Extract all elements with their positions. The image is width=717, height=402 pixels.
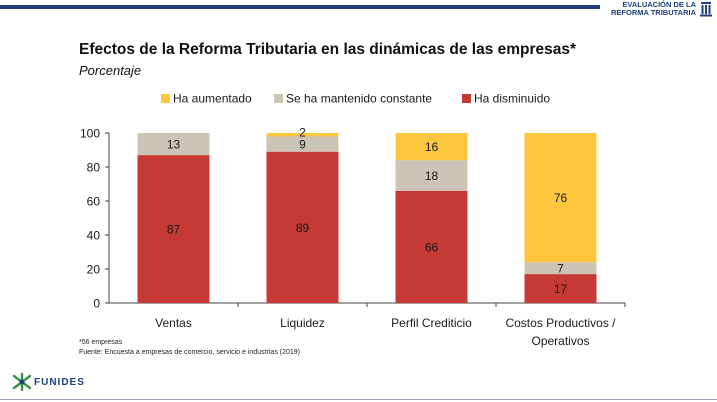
- funides-star-icon: [12, 372, 32, 392]
- data-label: 13: [167, 138, 181, 152]
- bar-segment: [266, 151, 339, 303]
- bar-segment: [395, 190, 468, 303]
- brand-text: EVALUACIÓN DE LA REFORMA TRIBUTARIA: [611, 1, 696, 17]
- y-tick-label: 60: [87, 195, 101, 209]
- bar-segment: [524, 262, 597, 275]
- data-label: 18: [425, 169, 439, 183]
- chart-subtitle: Porcentaje: [79, 63, 142, 78]
- source-note: Fuente: Encuesta a empresas de comercio,…: [79, 349, 300, 356]
- data-label: 76: [554, 191, 568, 205]
- report-brand: EVALUACIÓN DE LA REFORMA TRIBUTARIA: [611, 1, 712, 17]
- funides-logo: FUNIDES: [12, 372, 85, 392]
- data-label: 16: [425, 140, 439, 154]
- y-tick-label: 20: [87, 263, 101, 277]
- bar-segment: [395, 160, 468, 191]
- top-accent-bar: [0, 5, 600, 9]
- data-label: 87: [167, 223, 181, 237]
- bar-segment: [524, 133, 597, 263]
- data-label: 89: [296, 221, 310, 235]
- bar-segment: [137, 155, 210, 303]
- legend-label: Ha aumentado: [173, 92, 252, 106]
- x-tick-label: Operativos: [531, 334, 589, 348]
- legend-label: Se ha mantenido constante: [286, 92, 432, 106]
- bar-segment: [137, 133, 210, 156]
- bottom-rule: [0, 399, 717, 400]
- bar-segment: [266, 133, 339, 137]
- data-label: 9: [299, 138, 306, 152]
- footnote: *56 empresas: [79, 339, 123, 346]
- bar-segment: [266, 136, 339, 152]
- bar-segment: [524, 274, 597, 303]
- y-tick-label: 0: [93, 297, 100, 311]
- data-label: 17: [554, 282, 568, 296]
- chart-notes: *56 empresas Fuente: Encuesta a empresas…: [79, 338, 300, 358]
- legend-swatch: [462, 94, 471, 103]
- x-tick-label: Liquidez: [280, 316, 325, 330]
- data-label: 66: [425, 240, 439, 254]
- legend-label: Ha disminuido: [474, 92, 550, 106]
- y-tick-label: 80: [87, 161, 101, 175]
- y-tick-label: 100: [80, 127, 100, 141]
- legend-swatch: [274, 94, 283, 103]
- x-tick-label: Perfil Crediticio: [391, 316, 472, 330]
- y-tick-label: 40: [87, 229, 101, 243]
- data-label: 7: [557, 262, 564, 276]
- x-tick-label: Costos Productivos /: [505, 316, 616, 330]
- brand-line-1: EVALUACIÓN DE LA: [622, 0, 696, 9]
- brand-line-2: REFORMA TRIBUTARIA: [611, 8, 696, 17]
- chart-title: Efectos de la Reforma Tributaria en las …: [79, 41, 577, 58]
- legend-swatch: [161, 94, 170, 103]
- funides-name: FUNIDES: [34, 376, 85, 388]
- data-label: 2: [299, 126, 306, 140]
- building-icon: [700, 2, 712, 17]
- x-tick-label: Ventas: [155, 316, 192, 330]
- bar-segment: [395, 133, 468, 161]
